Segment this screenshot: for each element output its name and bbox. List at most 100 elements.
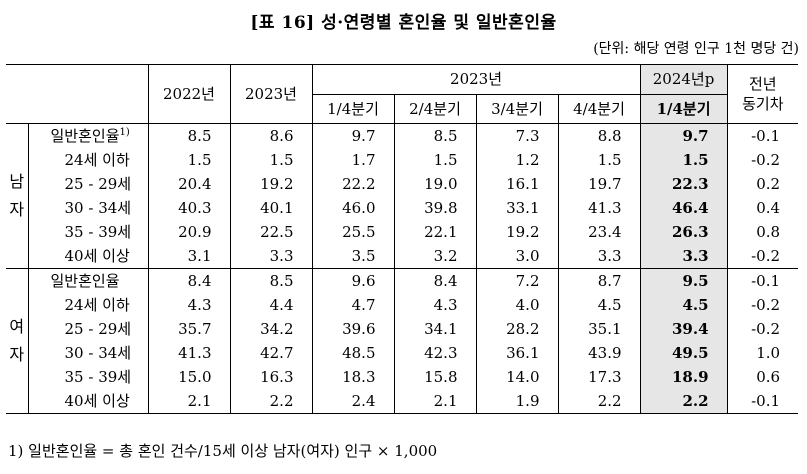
- header-yoy: 전년 동기차: [726, 64, 799, 124]
- value-cell: 35.7: [147, 317, 230, 341]
- value-cell: 4.0: [475, 293, 558, 317]
- value-cell: 1.5: [147, 148, 230, 172]
- value-cell: 1.7: [311, 148, 394, 172]
- header-q3: 3/4분기: [475, 94, 558, 124]
- age-group-label: 24세 이하: [27, 293, 148, 317]
- value-cell: 19.0: [393, 172, 476, 196]
- value-cell: 9.5: [639, 268, 728, 293]
- header-q2: 2/4분기: [393, 94, 476, 124]
- value-cell: 8.4: [147, 268, 230, 293]
- corner-cell: [6, 64, 148, 124]
- age-group-label: 35 - 39세: [27, 365, 148, 389]
- general-rate-label: 일반혼인율1): [27, 123, 148, 148]
- value-cell: 18.9: [639, 365, 728, 389]
- value-cell: 22.1: [393, 220, 476, 244]
- value-cell: 49.5: [639, 341, 728, 365]
- value-cell: 22.5: [229, 220, 312, 244]
- header-q1-2024: 1/4분기: [639, 94, 728, 124]
- value-cell: 20.4: [147, 172, 230, 196]
- gender-label: 여 자: [6, 268, 28, 414]
- header-q1: 1/4분기: [311, 94, 394, 124]
- value-cell: 46.4: [639, 196, 728, 220]
- value-cell: 9.7: [311, 123, 394, 148]
- value-cell: 35.1: [557, 317, 641, 341]
- value-cell: 18.3: [311, 365, 394, 389]
- value-cell: 36.1: [475, 341, 558, 365]
- value-cell: 8.8: [557, 123, 641, 148]
- value-cell: 1.5: [393, 148, 476, 172]
- value-cell: 4.3: [147, 293, 230, 317]
- age-group-label: 40세 이상: [27, 389, 148, 414]
- value-cell: 0.8: [726, 220, 799, 244]
- value-cell: 4.5: [557, 293, 641, 317]
- value-cell: 19.2: [229, 172, 312, 196]
- age-group-label: 25 - 29세: [27, 317, 148, 341]
- table-row: 24세 이하 1.5 1.5 1.7 1.5 1.2 1.5 1.5 -0.2: [6, 148, 799, 172]
- value-cell: 14.0: [475, 365, 558, 389]
- value-cell: 42.7: [229, 341, 312, 365]
- value-cell: 39.6: [311, 317, 394, 341]
- value-cell: 41.3: [147, 341, 230, 365]
- value-cell: 39.8: [393, 196, 476, 220]
- value-cell: -0.1: [726, 123, 799, 148]
- marriage-rate-table: 2022년 2023년 2023년 2024년p 전년 동기차 1/4분기 2/…: [6, 64, 799, 414]
- value-cell: 15.8: [393, 365, 476, 389]
- age-group-label: 35 - 39세: [27, 220, 148, 244]
- value-cell: 2.2: [229, 389, 312, 414]
- value-cell: 40.1: [229, 196, 312, 220]
- value-cell: 9.7: [639, 123, 728, 148]
- value-cell: 3.3: [557, 244, 641, 269]
- value-cell: 2.2: [557, 389, 641, 414]
- value-cell: 0.2: [726, 172, 799, 196]
- age-group-label: 24세 이하: [27, 148, 148, 172]
- value-cell: -0.1: [726, 389, 799, 414]
- value-cell: 20.9: [147, 220, 230, 244]
- age-group-label: 30 - 34세: [27, 341, 148, 365]
- value-cell: 17.3: [557, 365, 641, 389]
- value-cell: -0.2: [726, 244, 799, 269]
- value-cell: 8.5: [393, 123, 476, 148]
- header-q4: 4/4분기: [557, 94, 641, 124]
- table-row: 40세 이상 3.1 3.3 3.5 3.2 3.0 3.3 3.3 -0.2: [6, 244, 799, 269]
- value-cell: 42.3: [393, 341, 476, 365]
- value-cell: 8.6: [229, 123, 312, 148]
- table-row: 24세 이하 4.3 4.4 4.7 4.3 4.0 4.5 4.5 -0.2: [6, 293, 799, 317]
- value-cell: 1.5: [639, 148, 728, 172]
- value-cell: 34.2: [229, 317, 312, 341]
- value-cell: -0.2: [726, 148, 799, 172]
- table-row: 30 - 34세 41.3 42.7 48.5 42.3 36.1 43.9 49.5 1.0: [6, 341, 799, 365]
- value-cell: 8.4: [393, 268, 476, 293]
- value-cell: 15.0: [147, 365, 230, 389]
- value-cell: 4.7: [311, 293, 394, 317]
- header-2024p: 2024년p: [639, 64, 728, 95]
- value-cell: 1.0: [726, 341, 799, 365]
- value-cell: 3.5: [311, 244, 394, 269]
- value-cell: 3.3: [229, 244, 312, 269]
- table-row: 남 자 일반혼인율1) 8.5 8.6 9.7 8.5 7.3 8.8 9.7 -0.1: [6, 123, 799, 269]
- value-cell: 23.4: [557, 220, 641, 244]
- value-cell: 1.5: [557, 148, 641, 172]
- table-body: 남 자 일반혼인율1) 8.5 8.6 9.7 8.5 7.3 8.8 9.7 -0.1 24세 이…: [6, 123, 799, 414]
- value-cell: 1.5: [229, 148, 312, 172]
- value-cell: 3.3: [639, 244, 728, 269]
- value-cell: 8.7: [557, 268, 641, 293]
- value-cell: 8.5: [147, 123, 230, 148]
- value-cell: 1.9: [475, 389, 558, 414]
- value-cell: 46.0: [311, 196, 394, 220]
- table-row: 25 - 29세 20.4 19.2 22.2 19.0 16.1 19.7 22.3 0.2: [6, 172, 799, 196]
- value-cell: 3.2: [393, 244, 476, 269]
- value-cell: 3.0: [475, 244, 558, 269]
- value-cell: 43.9: [557, 341, 641, 365]
- header-2023-group: 2023년: [311, 64, 641, 95]
- value-cell: 2.1: [393, 389, 476, 414]
- table-row: 35 - 39세 20.9 22.5 25.5 22.1 19.2 23.4 26.3 0.8: [6, 220, 799, 244]
- value-cell: 0.6: [726, 365, 799, 389]
- table-row: 30 - 34세 40.3 40.1 46.0 39.8 33.1 41.3 46.4 0.4: [6, 196, 799, 220]
- value-cell: 22.2: [311, 172, 394, 196]
- value-cell: 34.1: [393, 317, 476, 341]
- table-title: [표 16] 성·연령별 혼인율 및 일반혼인율: [250, 13, 557, 33]
- value-cell: 28.2: [475, 317, 558, 341]
- value-cell: -0.2: [726, 293, 799, 317]
- age-group-label: 40세 이상: [27, 244, 148, 269]
- header-2022: 2022년: [147, 64, 230, 124]
